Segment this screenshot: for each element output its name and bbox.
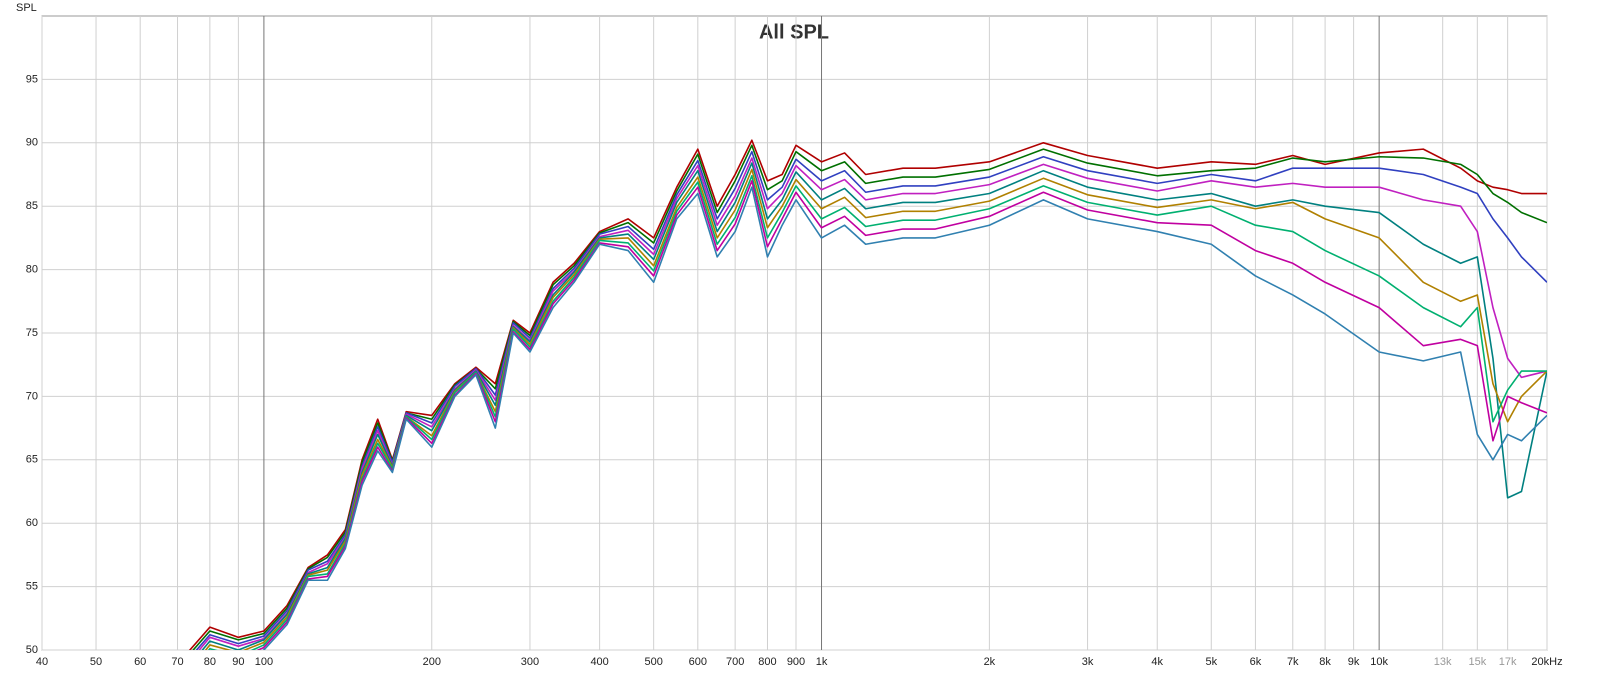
- y-tick-label: 50: [26, 644, 38, 656]
- x-tick-label: 100: [255, 656, 273, 668]
- x-tick-label: 13k: [1434, 656, 1452, 668]
- x-tick-label: 4k: [1151, 656, 1163, 668]
- x-tick-label: 2k: [984, 656, 996, 668]
- x-tick-label: 70: [171, 656, 183, 668]
- series-line: [195, 150, 1547, 650]
- x-tick-label: 7k: [1287, 656, 1299, 668]
- x-tick-label: 8k: [1319, 656, 1331, 668]
- x-tick-label: 20kHz: [1531, 656, 1562, 668]
- x-tick-label: 700: [726, 656, 744, 668]
- series-line: [204, 168, 1547, 650]
- series-line: [262, 186, 1547, 650]
- x-tick-label: 40: [36, 656, 48, 668]
- y-tick-label: 90: [26, 137, 38, 149]
- x-tick-label: 9k: [1348, 656, 1360, 668]
- x-tick-label: 10k: [1370, 656, 1388, 668]
- y-tick-label: 70: [26, 390, 38, 402]
- x-tick-label: 300: [521, 656, 539, 668]
- x-tick-label: 80: [204, 656, 216, 668]
- series-line: [207, 174, 1547, 650]
- x-tick-label: 500: [644, 656, 662, 668]
- y-tick-label: 80: [26, 264, 38, 276]
- x-tick-label: 50: [90, 656, 102, 668]
- y-tick-label: 65: [26, 454, 38, 466]
- y-tick-label: 60: [26, 517, 38, 529]
- y-axis-label: SPL: [16, 2, 37, 14]
- y-tick-label: 95: [26, 73, 38, 85]
- series-line: [201, 162, 1547, 650]
- x-tick-label: 5k: [1205, 656, 1217, 668]
- x-tick-label: 6k: [1250, 656, 1262, 668]
- series-line: [198, 157, 1547, 650]
- x-tick-label: 3k: [1082, 656, 1094, 668]
- y-tick-label: 85: [26, 200, 38, 212]
- x-tick-label: 90: [232, 656, 244, 668]
- chart-title: All SPL: [759, 21, 829, 43]
- series-line: [256, 180, 1547, 650]
- x-tick-label: 900: [787, 656, 805, 668]
- x-tick-label: 17k: [1499, 656, 1517, 668]
- x-tick-label: 1k: [816, 656, 828, 668]
- x-tick-label: 400: [590, 656, 608, 668]
- x-tick-label: 60: [134, 656, 146, 668]
- x-tick-label: 600: [689, 656, 707, 668]
- x-tick-label: 15k: [1468, 656, 1486, 668]
- series-line: [192, 144, 1547, 650]
- y-tick-label: 55: [26, 581, 38, 593]
- x-tick-label: 200: [423, 656, 441, 668]
- x-tick-label: 800: [758, 656, 776, 668]
- y-tick-label: 75: [26, 327, 38, 339]
